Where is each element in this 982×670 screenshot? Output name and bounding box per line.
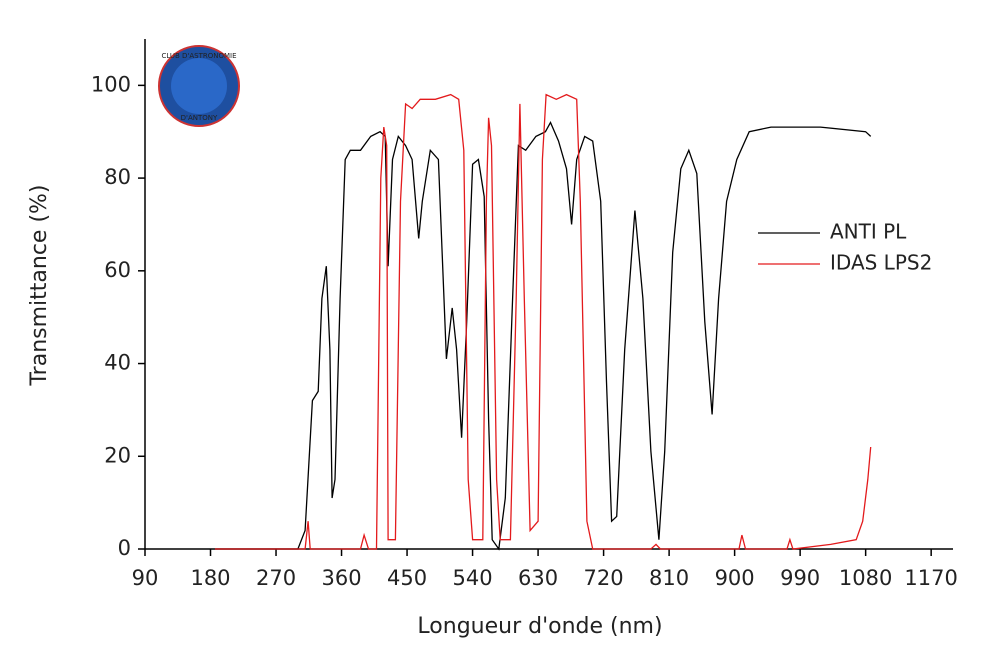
x-tick-label: 810 (649, 566, 689, 590)
logo-inner (171, 58, 227, 114)
x-tick-label: 540 (453, 566, 493, 590)
x-tick-label: 1170 (904, 566, 957, 590)
series-line (214, 121, 872, 551)
logo-bottom: D'ANTONY (181, 114, 218, 122)
x-tick-label: 720 (584, 566, 624, 590)
y-tick-label: 100 (91, 72, 131, 96)
x-tick-label: 630 (518, 566, 558, 590)
x-tick-label: 450 (387, 566, 427, 590)
x-tick-label: 990 (780, 566, 820, 590)
x-tick-label: 180 (190, 566, 230, 590)
x-tick-label: 90 (132, 566, 159, 590)
logo: CLUB D'ASTRONOMIE D'ANTONY (158, 45, 240, 127)
y-tick-label: 40 (104, 351, 131, 375)
x-tick-label: 270 (256, 566, 296, 590)
series-line (214, 93, 872, 550)
y-axis-label: Transmittance (%) (27, 184, 52, 386)
logo-top: CLUB D'ASTRONOMIE (161, 52, 236, 60)
legend-label: IDAS LPS2 (830, 251, 932, 275)
y-tick-label: 80 (104, 165, 131, 189)
y-tick-label: 0 (118, 536, 131, 560)
legend-label: ANTI PL (830, 220, 907, 244)
x-tick-label: 1080 (839, 566, 892, 590)
x-tick-label: 900 (715, 566, 755, 590)
x-axis-label: Longueur d'onde (nm) (417, 614, 662, 639)
y-tick-label: 20 (104, 443, 131, 467)
x-tick-label: 360 (321, 566, 361, 590)
y-tick-label: 60 (104, 258, 131, 282)
